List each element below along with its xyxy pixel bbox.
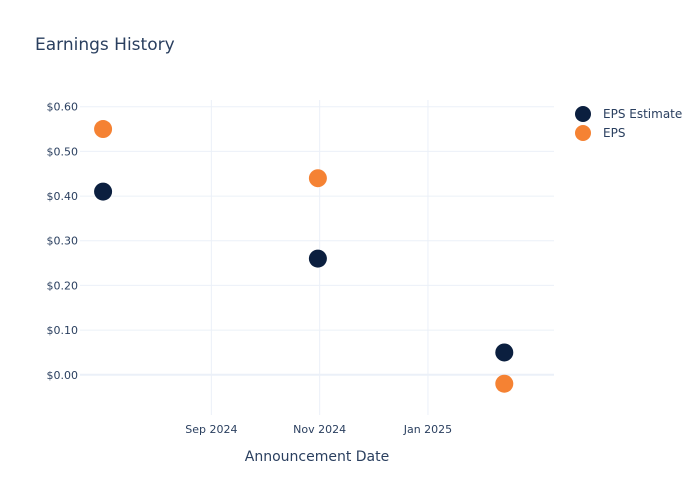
chart-title: Earnings History <box>35 35 175 55</box>
eps-estimate-point[interactable] <box>308 249 327 268</box>
y-axis-ticks: $0.00 $0.10 $0.20 $0.30 $0.40 $0.50 $0.60 <box>47 101 79 382</box>
data-points <box>94 120 514 393</box>
grid-layer <box>80 100 554 415</box>
x-tick-label: Jan 2025 <box>403 423 452 436</box>
legend-label-eps[interactable]: EPS <box>603 126 625 140</box>
eps-estimate-point[interactable] <box>495 343 514 362</box>
y-tick-label: $0.20 <box>47 279 79 292</box>
x-tick-label: Nov 2024 <box>293 423 346 436</box>
legend-marker-eps-estimate[interactable] <box>575 106 591 122</box>
y-tick-label: $0.50 <box>47 145 79 158</box>
y-tick-label: $0.60 <box>47 101 79 114</box>
legend-label-eps-estimate[interactable]: EPS Estimate <box>603 107 682 121</box>
legend[interactable]: EPS Estimate EPS <box>575 106 682 141</box>
eps-estimate-point[interactable] <box>94 182 113 201</box>
eps-point[interactable] <box>308 169 327 188</box>
x-axis-title: Announcement Date <box>245 449 389 465</box>
y-tick-label: $0.00 <box>47 369 79 382</box>
y-tick-label: $0.10 <box>47 324 79 337</box>
x-tick-label: Sep 2024 <box>185 423 237 436</box>
eps-point[interactable] <box>495 374 514 393</box>
x-axis-ticks: Sep 2024 Nov 2024 Jan 2025 <box>185 423 452 436</box>
legend-marker-eps[interactable] <box>575 125 591 141</box>
eps-point[interactable] <box>94 120 113 139</box>
y-tick-label: $0.30 <box>47 235 79 248</box>
y-tick-label: $0.40 <box>47 190 79 203</box>
